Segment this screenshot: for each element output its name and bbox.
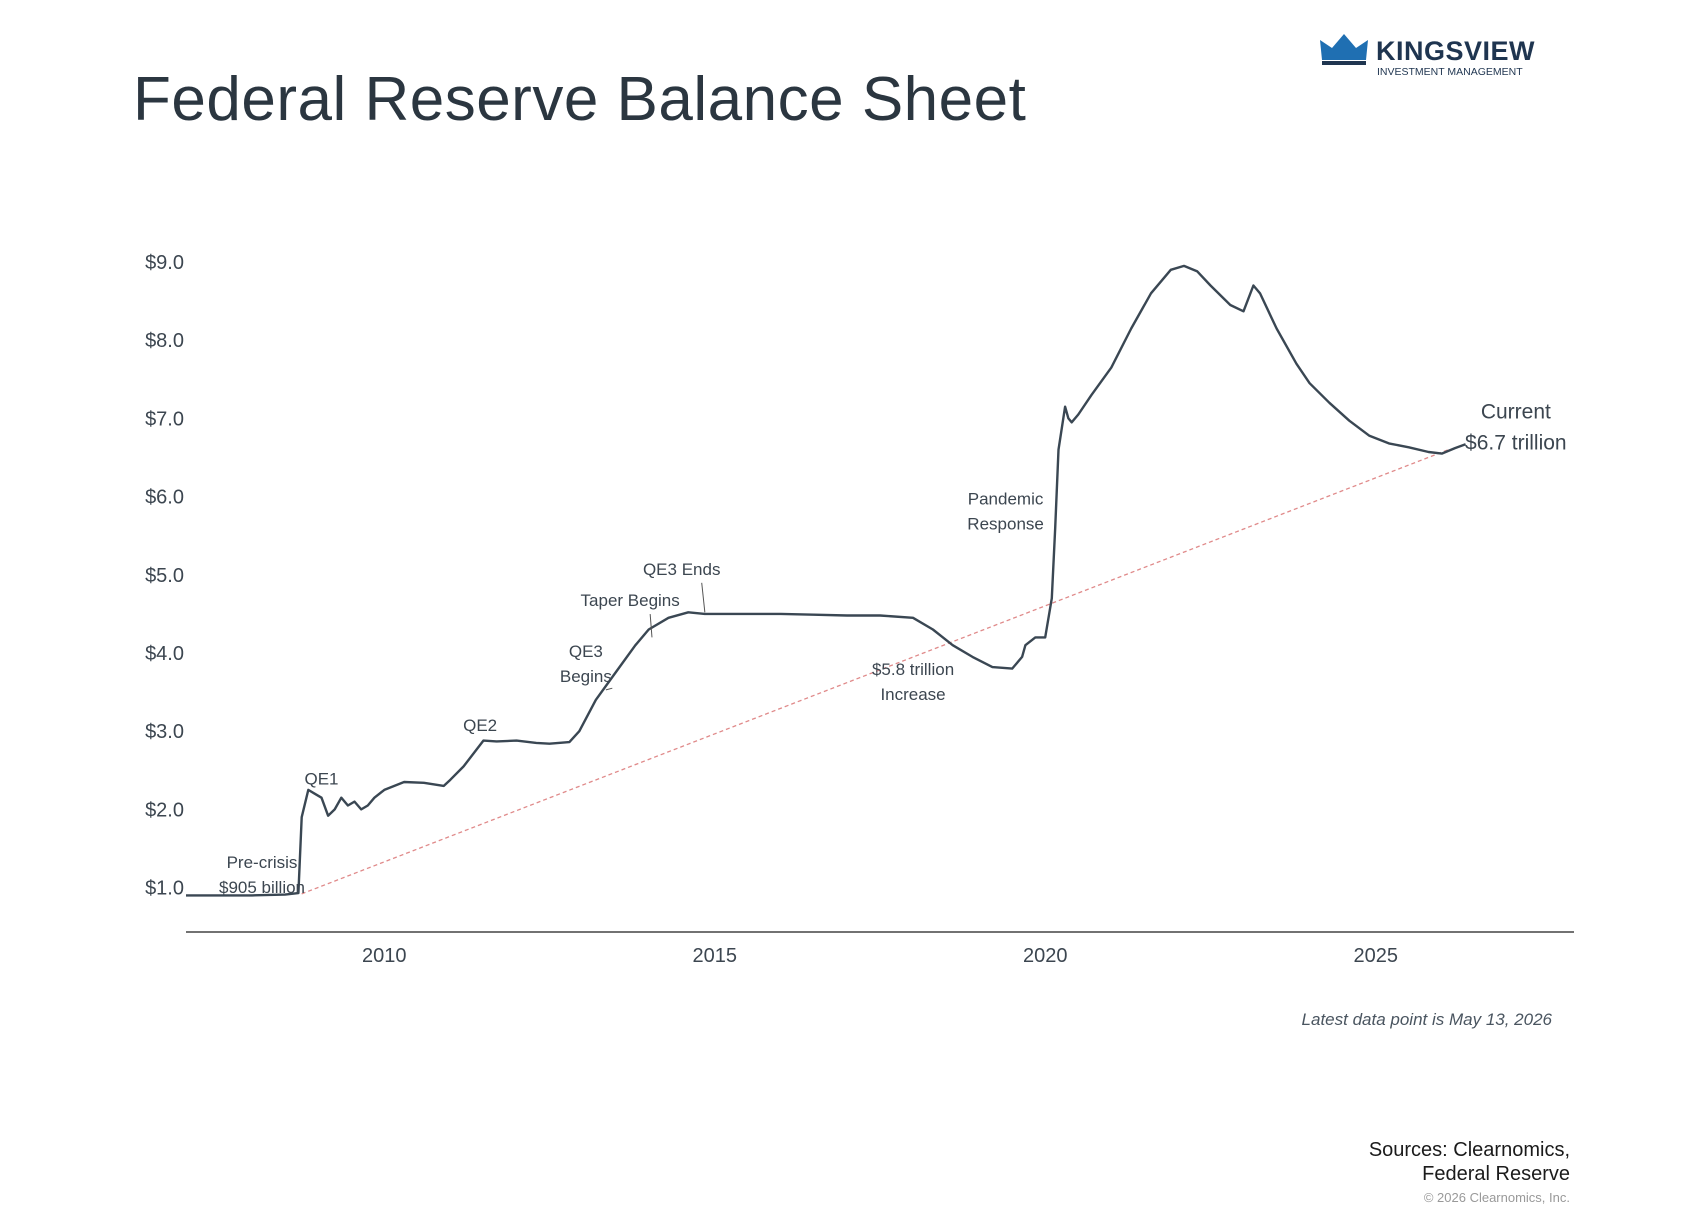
annotation-label: Begins (560, 667, 612, 686)
annotation-label: Increase (880, 685, 945, 704)
crown-icon (1320, 34, 1368, 65)
sources-line-1: Sources: Clearnomics, (1368, 1139, 1570, 1161)
logo-subtitle: INVESTMENT MANAGEMENT (1377, 66, 1523, 78)
x-tick-label: 2020 (1023, 945, 1068, 967)
y-tick-label: $1.0 (145, 878, 184, 900)
annotation-label: QE3 (569, 642, 603, 661)
sources-line-2: Federal Reserve (1422, 1163, 1570, 1185)
annotation-label: $6.7 trillion (1465, 431, 1567, 454)
balance-sheet-chart: $1.0 $2.0 $3.0 $4.0 $5.0 $6.0 $7.0 $8.0 $9.0 2010… (145, 252, 1574, 967)
annotation-pointer (605, 687, 613, 691)
series-line-0 (186, 264, 1467, 897)
annotation-label: Current (1481, 400, 1551, 423)
y-tick-label: $7.0 (145, 408, 184, 430)
y-tick-label: $5.0 (145, 565, 184, 587)
kingsview-logo: KINGSVIEW INVESTMENT MANAGEMENT (1318, 30, 1538, 80)
annotation-label: QE1 (304, 769, 338, 788)
latest-data-note: Latest data point is May 13, 2026 (1301, 1010, 1552, 1029)
annotation-label: QE3 Ends (643, 560, 721, 579)
y-tick-label: $2.0 (145, 799, 184, 821)
annotation-label: $905 billion (219, 878, 305, 897)
annotation-label: Response (967, 514, 1044, 533)
page-title: Federal Reserve Balance Sheet (133, 65, 1027, 134)
logo-name: KINGSVIEW (1376, 36, 1536, 66)
annotation-label: Pre-crisis (227, 853, 298, 872)
trend-line (301, 449, 1449, 895)
x-tick-label: 2015 (693, 945, 738, 967)
crown-base (1322, 61, 1366, 65)
annotation-label: Pandemic (968, 489, 1044, 508)
y-tick-label: $6.0 (145, 487, 184, 509)
crown-shape (1320, 34, 1368, 60)
annotation-label: QE2 (463, 716, 497, 735)
y-tick-label: $9.0 (145, 252, 184, 274)
y-tick-label: $4.0 (145, 643, 184, 665)
sources: Sources: Clearnomics, Federal Reserve (1369, 1138, 1570, 1186)
x-tick-label: 2025 (1353, 945, 1398, 967)
x-tick-label: 2010 (362, 945, 407, 967)
annotation-label: Taper Begins (581, 591, 680, 610)
copyright: © 2026 Clearnomics, Inc. (1423, 1190, 1570, 1205)
y-tick-label: $8.0 (145, 330, 184, 352)
annotation-pointer (649, 614, 653, 638)
y-tick-label: $3.0 (145, 721, 184, 743)
annotation-label: $5.8 trillion (872, 660, 954, 679)
annotation-pointer (701, 582, 706, 613)
